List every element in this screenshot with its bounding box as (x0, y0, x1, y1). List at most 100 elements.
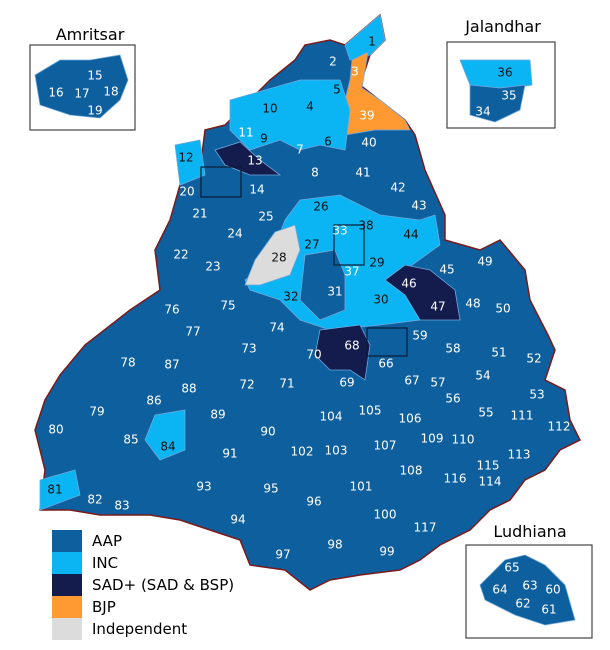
constituency-label: 101 (350, 480, 373, 494)
constituency-label: 49 (477, 255, 492, 269)
legend-swatch (52, 618, 82, 640)
constituency-label: 3 (351, 65, 359, 79)
constituency-label: 44 (403, 228, 418, 242)
region-sad-46-47 (384, 264, 461, 321)
constituency-label: 73 (241, 342, 256, 356)
constituency-label: 111 (511, 409, 534, 423)
constituency-label: 100 (374, 508, 397, 522)
constituency-label: 115 (477, 459, 500, 473)
constituency-label: 69 (339, 376, 354, 390)
constituency-label: 77 (185, 325, 200, 339)
constituency-label: 50 (495, 302, 510, 316)
region-inc-north (229, 79, 351, 151)
constituency-label: 20 (179, 185, 194, 199)
legend: AAP INC SAD+ (SAD & BSP) BJP Independent (52, 530, 234, 640)
constituency-label: 81 (47, 483, 62, 497)
legend-label: INC (92, 554, 119, 572)
constituency-label: 63 (522, 579, 537, 593)
constituency-label: 34 (475, 105, 490, 119)
constituency-label: 105 (359, 404, 382, 418)
constituency-label: 12 (178, 151, 193, 165)
inset-title-jalandhar: Jalandhar (464, 17, 541, 36)
constituency-label: 79 (89, 405, 104, 419)
constituency-label: 8 (311, 166, 319, 180)
constituency-label: 1 (368, 35, 376, 49)
constituency-label: 9 (260, 132, 268, 146)
constituency-label: 54 (475, 369, 490, 383)
constituency-label: 64 (492, 583, 507, 597)
constituency-label: 53 (529, 388, 544, 402)
constituency-label: 25 (258, 210, 273, 224)
constituency-label: 103 (325, 444, 348, 458)
legend-label: AAP (92, 532, 122, 550)
constituency-label: 43 (411, 199, 426, 213)
constituency-label: 70 (306, 348, 321, 362)
constituency-label: 35 (501, 89, 516, 103)
legend-swatch (52, 596, 82, 618)
constituency-label: 7 (296, 143, 304, 157)
constituency-label: 108 (400, 464, 423, 478)
constituency-label: 55 (478, 406, 493, 420)
constituency-label: 82 (87, 493, 102, 507)
constituency-label: 28 (271, 251, 286, 265)
legend-label: BJP (92, 598, 116, 616)
inset-frame-jalandhar (446, 41, 556, 129)
constituency-label: 113 (508, 448, 531, 462)
constituency-label: 52 (526, 352, 541, 366)
inset-frame-amritsar (29, 44, 136, 131)
constituency-label: 48 (465, 297, 480, 311)
legend-item-sad: SAD+ (SAD & BSP) (52, 574, 234, 596)
constituency-label: 39 (359, 109, 374, 123)
constituency-label: 107 (374, 439, 397, 453)
constituency-label: 40 (361, 136, 376, 150)
constituency-label: 45 (439, 263, 454, 277)
constituency-label: 18 (103, 85, 118, 99)
city-box-amritsar (200, 166, 242, 198)
constituency-label: 42 (390, 181, 405, 195)
constituency-label: 93 (196, 480, 211, 494)
constituency-label: 67 (404, 374, 419, 388)
constituency-label: 114 (479, 475, 502, 489)
constituency-label: 68 (344, 339, 359, 353)
region-inc-1 (344, 14, 386, 61)
constituency-label: 32 (283, 290, 298, 304)
constituency-label: 62 (515, 597, 530, 611)
constituency-label: 96 (306, 495, 321, 509)
constituency-label: 78 (120, 356, 135, 370)
constituency-label: 89 (210, 408, 225, 422)
constituency-label: 22 (173, 248, 188, 262)
constituency-label: 72 (239, 378, 254, 392)
legend-label: Independent (92, 620, 188, 638)
constituency-label: 66 (378, 357, 393, 371)
constituency-label: 29 (369, 256, 384, 270)
constituency-label: 112 (548, 420, 571, 434)
legend-label: SAD+ (SAD & BSP) (92, 576, 235, 594)
constituency-label: 6 (324, 135, 332, 149)
inset-title-ludhiana: Ludhiana (493, 522, 566, 541)
constituency-label: 11 (238, 126, 253, 140)
constituency-label: 94 (230, 513, 245, 527)
constituency-label: 104 (320, 410, 343, 424)
constituency-label: 56 (445, 392, 460, 406)
constituency-label: 16 (48, 86, 63, 100)
constituency-label: 33 (332, 224, 347, 238)
constituency-label: 95 (263, 482, 278, 496)
region-bjp (344, 51, 411, 136)
constituency-label: 27 (304, 238, 319, 252)
constituency-label: 31 (327, 285, 342, 299)
constituency-label: 84 (160, 440, 175, 454)
constituency-label: 71 (279, 377, 294, 391)
constituency-label: 110 (452, 433, 475, 447)
constituency-label: 97 (275, 548, 290, 562)
inset-jalandhar-aap (469, 84, 526, 123)
constituency-label: 116 (444, 472, 467, 486)
constituency-label: 4 (306, 100, 314, 114)
constituency-label: 47 (430, 300, 445, 314)
constituency-label: 58 (445, 342, 460, 356)
constituency-label: 98 (327, 538, 342, 552)
constituency-label: 41 (355, 166, 370, 180)
legend-item-bjp: BJP (52, 596, 234, 618)
region-aap-31 (299, 249, 346, 321)
constituency-label: 86 (146, 394, 161, 408)
city-box-jalandhar (333, 224, 365, 266)
